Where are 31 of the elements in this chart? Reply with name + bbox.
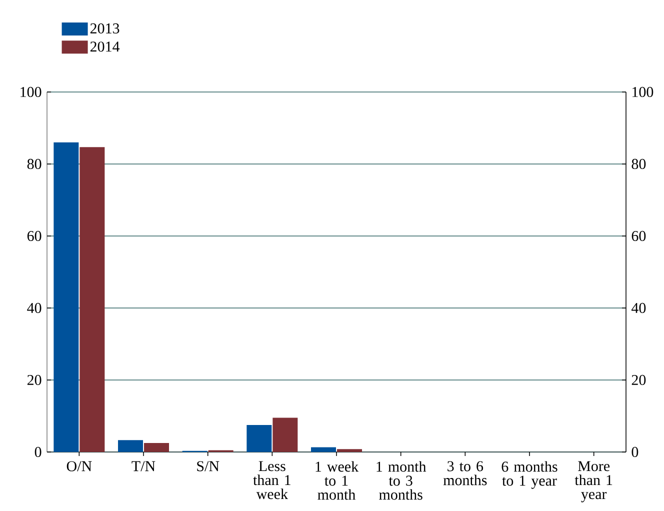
y-tick-label: 60 bbox=[27, 230, 42, 242]
x-tick-label: O/N bbox=[66, 461, 92, 472]
bar bbox=[80, 147, 105, 452]
y-tick-label: 0 bbox=[34, 446, 42, 458]
x-tick-label: 1 month to 3 months bbox=[376, 461, 426, 500]
legend-label: 2014 bbox=[90, 42, 120, 52]
x-tick-label: Less than 1 week bbox=[253, 461, 290, 500]
bar bbox=[246, 424, 272, 452]
x-tick-label: More than 1 year bbox=[574, 461, 612, 502]
y2-tick-label: 40 bbox=[632, 302, 646, 314]
x-tick-label: S/N bbox=[197, 461, 220, 472]
y2-tick-label: 100 bbox=[632, 86, 654, 98]
y2-tick-label: 20 bbox=[632, 374, 646, 386]
y-tick-label: 20 bbox=[27, 374, 42, 386]
bar bbox=[118, 440, 144, 452]
bar bbox=[272, 418, 298, 452]
bar bbox=[144, 442, 170, 452]
y-tick-label: 80 bbox=[27, 158, 42, 170]
y2-tick-label: 60 bbox=[632, 230, 646, 242]
y-tick-label: 40 bbox=[27, 302, 42, 314]
y-tick-label: 100 bbox=[20, 86, 42, 98]
y2-tick-label: 0 bbox=[632, 446, 638, 458]
y2-tick-label: 80 bbox=[632, 158, 646, 170]
x-tick-label: T/N bbox=[132, 461, 156, 472]
x-tick-label: 3 to 6 months bbox=[443, 461, 487, 486]
bar bbox=[311, 447, 336, 452]
legend-label: 2013 bbox=[90, 23, 120, 34]
x-tick-label: 6 months to 1 year bbox=[502, 461, 558, 489]
x-tick-label: 1 week to 1 month bbox=[316, 461, 359, 500]
bar bbox=[337, 449, 362, 452]
bar bbox=[54, 142, 79, 452]
